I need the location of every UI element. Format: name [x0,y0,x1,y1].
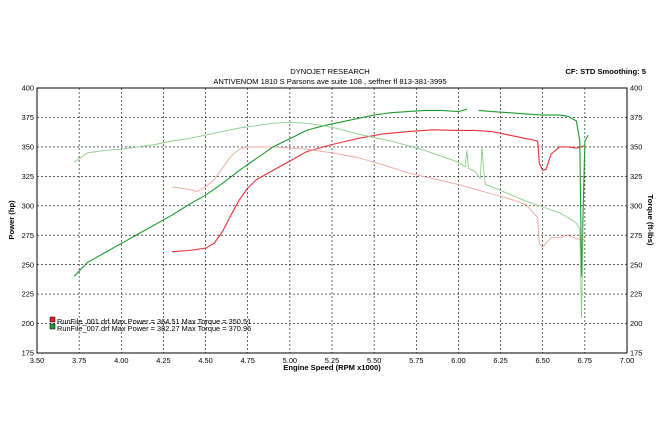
x-tick-label: 3.75 [72,356,86,365]
x-tick-label: 5.25 [325,356,339,365]
y-tick-label-right: 325 [630,172,642,181]
y-tick-label-right: 375 [630,113,642,122]
x-tick-label: 4.25 [156,356,170,365]
series-lines [73,108,589,319]
y-tick-label-left: 400 [22,84,34,93]
y-tick-label-left: 200 [22,319,34,328]
y-tick-label-left: 350 [22,142,34,151]
chart-subtitle: ANTIVENOM 1810 S Parsons ave suite 108 ,… [213,77,446,86]
y-tick-labels-left: 175 200 225 250 275 300 325 350 375 400 [22,84,34,358]
y-axis-label-left: Power (hp) [7,200,16,240]
x-tick-label: 4.75 [241,356,255,365]
legend-marker-run-001 [49,316,56,323]
y-tick-label-left: 250 [22,260,34,269]
y-tick-label-left: 300 [22,201,34,210]
legend: RunFile_001.drf Max Power = 364.51 Max T… [49,316,251,333]
x-tick-label: 6.25 [493,356,507,365]
y-tick-label-right: 225 [630,290,642,299]
y-tick-label-left: 375 [22,113,34,122]
y-tick-label-right: 175 [630,349,642,358]
x-tick-label: 7.00 [620,356,634,365]
y-tick-label-left: 325 [22,172,34,181]
x-tick-labels: 3.50 3.75 4.00 4.25 4.50 4.75 5.00 5.25 5.50 5.75… [30,356,634,365]
series-line-runfile_001-drf-power [171,129,586,253]
x-tick-label: 4.00 [114,356,128,365]
x-axis-label: Engine Speed (RPM x1000) [283,363,381,372]
series-line-runfile_007-drf-power [73,108,589,277]
series-line-runfile_001-drf-torque [171,146,585,248]
corner-label: CF: STD Smoothing: 5 [565,67,646,76]
legend-marker-run-007 [49,323,56,330]
x-tick-label: 5.00 [283,356,297,365]
y-tick-label-right: 275 [630,231,642,240]
y-tick-label-left: 275 [22,231,34,240]
x-tick-label: 5.75 [409,356,423,365]
x-tick-label: 3.50 [30,356,44,365]
legend-entry-run-007: RunFile_007.drf Max Power = 382.27 Max T… [57,324,251,333]
x-tick-label: 6.50 [536,356,550,365]
x-tick-label: 5.50 [367,356,381,365]
grid-lines [36,87,628,354]
y-tick-label-right: 200 [630,319,642,328]
y-tick-label-right: 300 [630,201,642,210]
y-tick-label-right: 400 [630,84,642,93]
x-tick-label: 4.50 [198,356,212,365]
y-tick-label-right: 250 [630,260,642,269]
chart-title: DYNOJET RESEARCH [290,67,370,76]
y-tick-label-right: 350 [630,142,642,151]
plot-frame [36,87,628,354]
y-tick-label-left: 225 [22,290,34,299]
y-tick-label-left: 175 [22,349,34,358]
y-axis-label-right: Torque (ft-lbs) [646,195,655,246]
y-tick-labels-right: 175 200 225 250 275 300 325 350 375 400 [630,84,642,358]
x-tick-label: 6.75 [578,356,592,365]
x-tick-label: 6.00 [451,356,465,365]
legend-entry-run-001: RunFile_001.drf Max Power = 364.51 Max T… [57,317,251,326]
series-line-runfile_007-drf-torque [73,121,587,319]
